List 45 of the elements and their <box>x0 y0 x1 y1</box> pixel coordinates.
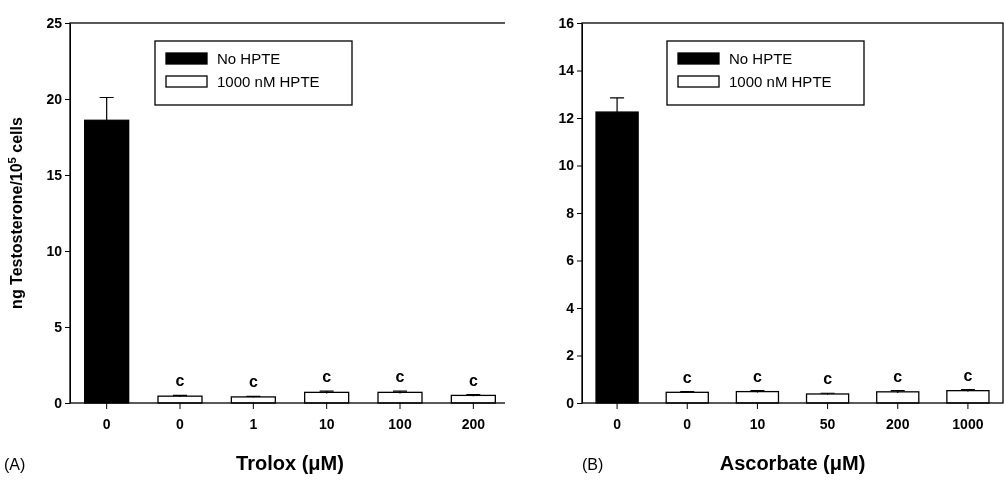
x-tick-label: 0 <box>683 415 692 432</box>
y-tick-label: 15 <box>46 166 63 183</box>
y-tick-label: 20 <box>46 90 63 107</box>
legend-label: No HPTE <box>217 50 281 67</box>
y-tick-label: 4 <box>566 299 575 316</box>
x-tick-label: 10 <box>749 415 766 432</box>
data-label: c <box>823 370 833 388</box>
y-tick-label: 25 <box>46 14 63 31</box>
y-tick-label: 10 <box>46 242 63 259</box>
y-tick-label: 6 <box>566 252 575 269</box>
data-label: c <box>752 367 762 385</box>
y-tick-label: 2 <box>566 347 575 364</box>
text: (B) <box>582 456 604 473</box>
data-label: c <box>175 372 185 390</box>
x-tick-label: 1000 <box>952 415 984 432</box>
x-axis-title: Ascorbate (μM) <box>719 452 866 474</box>
x-tick-label: 1 <box>249 415 258 432</box>
y-tick-label: 14 <box>558 62 575 79</box>
x-tick-label: 100 <box>388 415 412 432</box>
data-label: c <box>468 371 478 389</box>
x-tick-label: 10 <box>318 415 335 432</box>
text: (A) <box>4 456 26 473</box>
legend-label: 1000 nM HPTE <box>729 73 832 90</box>
y-tick-label: 16 <box>558 14 575 31</box>
data-label: c <box>395 368 405 386</box>
data-label: c <box>682 368 692 386</box>
legend-label: 1000 nM HPTE <box>217 73 320 90</box>
x-tick-label: 200 <box>461 415 486 432</box>
x-axis-title: Trolox (μM) <box>236 452 344 474</box>
x-tick-label: 200 <box>886 415 910 432</box>
y-tick-label: 8 <box>566 204 575 221</box>
data-label: c <box>963 366 973 384</box>
x-tick-label: 0 <box>176 415 185 432</box>
y-tick-label: 10 <box>558 157 575 174</box>
x-tick-label: 0 <box>613 415 622 432</box>
data-label: c <box>322 368 332 386</box>
x-tick-label: 50 <box>819 415 836 432</box>
data-label: c <box>893 367 903 385</box>
y-tick-label: 0 <box>54 394 63 411</box>
y-tick-label: 0 <box>566 394 575 411</box>
y-tick-label: 5 <box>54 318 63 335</box>
legend-label: No HPTE <box>729 50 793 67</box>
y-tick-label: 12 <box>558 109 575 126</box>
x-tick-label: 0 <box>102 415 111 432</box>
data-label: c <box>248 373 258 391</box>
